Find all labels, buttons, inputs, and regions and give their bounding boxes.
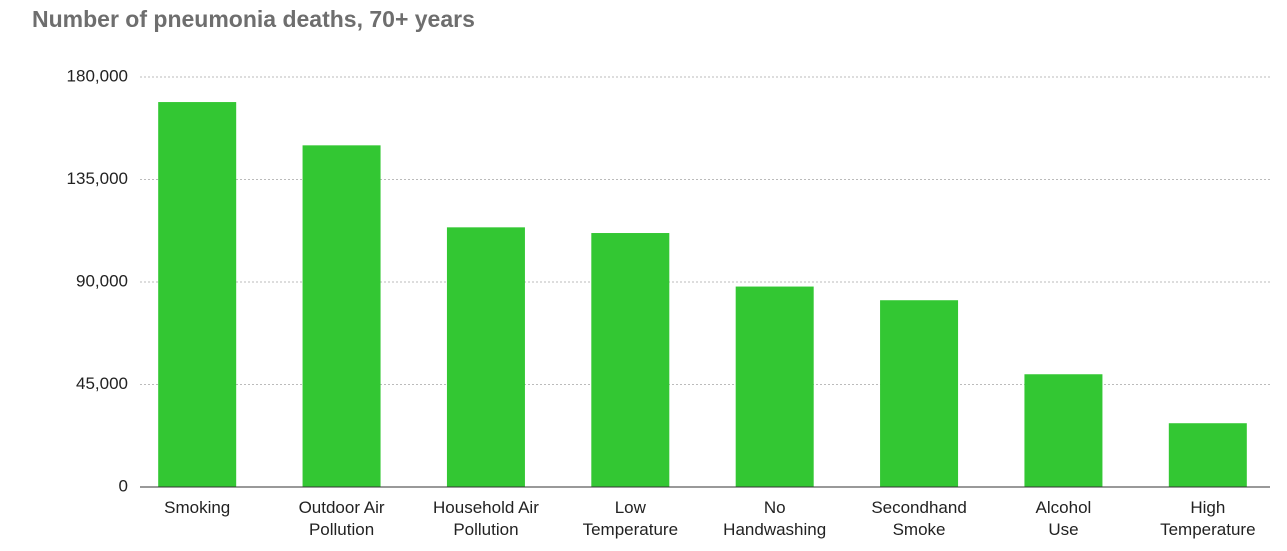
y-tick-label: 135,000 xyxy=(67,169,128,188)
bar xyxy=(1024,374,1103,487)
bar xyxy=(735,286,814,487)
bar xyxy=(591,233,670,487)
x-tick-label: Outdoor Air Pollution xyxy=(298,498,385,539)
y-tick-label: 180,000 xyxy=(67,66,128,85)
bar xyxy=(880,300,959,487)
x-tick-label: High Temperature xyxy=(1160,498,1256,539)
chart-title: Number of pneumonia deaths, 70+ years xyxy=(32,6,475,32)
x-tick-label: No Handwashing xyxy=(723,498,827,539)
y-tick-label: 0 xyxy=(119,476,128,495)
bar xyxy=(302,145,381,488)
bar xyxy=(158,102,237,488)
bar xyxy=(1168,423,1247,487)
bar xyxy=(446,227,525,488)
x-tick-label: Low Temperature xyxy=(582,498,679,539)
x-tick-label: Smoking xyxy=(164,498,231,517)
x-tick-label: Household Air Pollution xyxy=(433,498,539,539)
y-tick-label: 45,000 xyxy=(76,374,128,393)
x-tick-label: Secondhand Smoke xyxy=(871,498,967,539)
x-tick-label: Alcohol Use xyxy=(1035,498,1092,539)
y-tick-label: 90,000 xyxy=(76,271,128,290)
